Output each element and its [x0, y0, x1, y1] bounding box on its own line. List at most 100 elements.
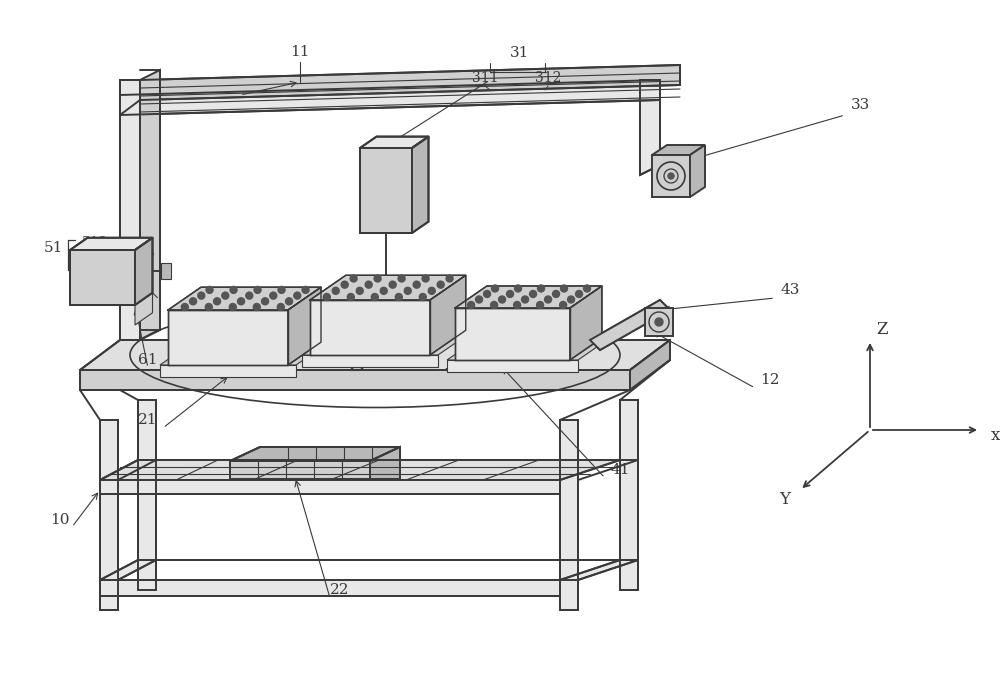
Circle shape — [206, 287, 213, 293]
Circle shape — [553, 291, 560, 297]
Circle shape — [530, 291, 537, 297]
Polygon shape — [70, 250, 135, 305]
Circle shape — [350, 275, 357, 282]
Circle shape — [341, 281, 348, 288]
Polygon shape — [302, 335, 467, 355]
Circle shape — [230, 287, 237, 293]
Polygon shape — [350, 342, 398, 370]
Circle shape — [365, 281, 372, 288]
Polygon shape — [168, 287, 321, 310]
Polygon shape — [370, 447, 400, 479]
Polygon shape — [135, 293, 152, 325]
Polygon shape — [570, 286, 602, 360]
Circle shape — [484, 291, 491, 297]
Text: 31: 31 — [510, 46, 530, 60]
Text: Y: Y — [780, 491, 790, 509]
Polygon shape — [445, 342, 493, 370]
Circle shape — [380, 287, 387, 294]
Polygon shape — [80, 370, 630, 390]
Text: 33: 33 — [850, 98, 870, 112]
Polygon shape — [120, 80, 140, 340]
Circle shape — [286, 297, 293, 305]
Polygon shape — [140, 65, 680, 100]
Circle shape — [507, 291, 514, 297]
Polygon shape — [645, 308, 673, 336]
Circle shape — [389, 281, 396, 288]
Text: 51: 51 — [43, 241, 63, 255]
Polygon shape — [100, 560, 156, 580]
Circle shape — [332, 287, 339, 294]
Text: 511: 511 — [82, 258, 108, 272]
Text: 10: 10 — [50, 513, 70, 527]
Circle shape — [229, 304, 236, 310]
Polygon shape — [160, 347, 322, 365]
Polygon shape — [310, 300, 430, 355]
Polygon shape — [630, 340, 670, 390]
Polygon shape — [455, 308, 570, 360]
Circle shape — [246, 292, 253, 299]
Circle shape — [347, 293, 354, 301]
Polygon shape — [230, 461, 370, 479]
Polygon shape — [160, 365, 296, 377]
Circle shape — [538, 285, 545, 292]
Polygon shape — [640, 80, 660, 175]
Circle shape — [262, 297, 269, 305]
Circle shape — [476, 296, 483, 303]
Circle shape — [584, 285, 591, 292]
Text: 11: 11 — [290, 45, 310, 59]
Polygon shape — [302, 355, 438, 367]
Circle shape — [446, 275, 453, 282]
Circle shape — [413, 281, 420, 288]
Polygon shape — [652, 145, 705, 155]
Circle shape — [568, 296, 575, 303]
Circle shape — [437, 281, 444, 288]
Circle shape — [254, 287, 261, 293]
Circle shape — [561, 285, 568, 292]
Circle shape — [404, 287, 411, 294]
Circle shape — [253, 304, 260, 310]
Circle shape — [668, 173, 674, 179]
Circle shape — [181, 304, 188, 310]
Circle shape — [419, 293, 426, 301]
Circle shape — [492, 285, 499, 292]
Polygon shape — [652, 155, 690, 197]
Circle shape — [205, 304, 212, 310]
Circle shape — [514, 302, 521, 308]
Text: Z: Z — [876, 322, 888, 339]
Circle shape — [545, 296, 552, 303]
Circle shape — [198, 292, 205, 299]
Text: 61: 61 — [138, 353, 158, 367]
Circle shape — [190, 297, 197, 305]
Circle shape — [499, 296, 506, 303]
Text: 41: 41 — [610, 463, 630, 477]
Circle shape — [522, 296, 529, 303]
Text: 311: 311 — [472, 71, 498, 85]
Circle shape — [302, 287, 309, 293]
Circle shape — [560, 302, 567, 308]
Polygon shape — [100, 460, 156, 480]
Polygon shape — [70, 238, 152, 250]
Circle shape — [277, 304, 284, 310]
Circle shape — [356, 287, 363, 294]
Polygon shape — [360, 137, 428, 148]
Polygon shape — [100, 420, 118, 610]
Polygon shape — [288, 287, 321, 365]
Polygon shape — [447, 343, 604, 360]
Polygon shape — [120, 80, 140, 340]
Polygon shape — [140, 70, 160, 340]
Text: 12: 12 — [760, 373, 780, 387]
Circle shape — [422, 275, 429, 282]
Circle shape — [270, 292, 277, 299]
Polygon shape — [560, 420, 578, 610]
Text: x: x — [990, 427, 1000, 444]
Circle shape — [428, 287, 435, 294]
Polygon shape — [412, 137, 428, 233]
Circle shape — [491, 302, 498, 308]
Circle shape — [278, 287, 285, 293]
Text: 312: 312 — [535, 71, 561, 85]
Polygon shape — [138, 400, 156, 590]
Polygon shape — [310, 275, 466, 300]
Polygon shape — [255, 342, 305, 370]
Polygon shape — [590, 300, 670, 350]
Circle shape — [374, 275, 381, 282]
